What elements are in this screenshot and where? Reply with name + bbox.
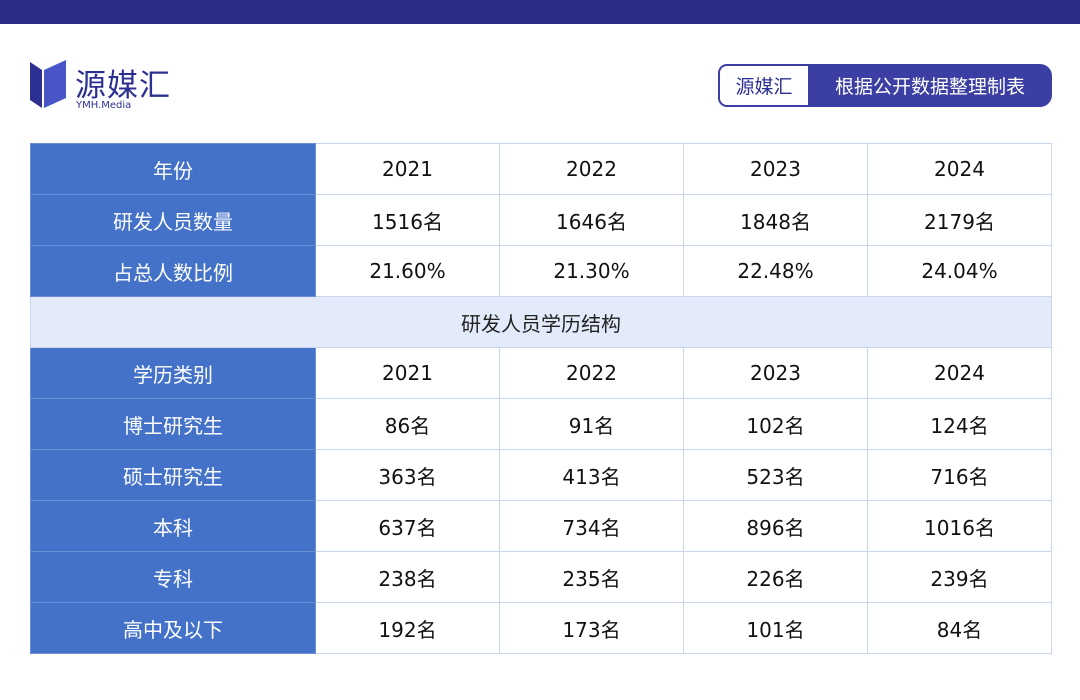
row-label: 学历类别 (30, 347, 316, 399)
table-cell: 637名 (315, 500, 500, 552)
year-cell: 2024 (867, 347, 1052, 399)
table-cell: 238名 (315, 551, 500, 603)
year-cell: 2023 (683, 143, 868, 195)
year-cell: 2023 (683, 347, 868, 399)
year-cell: 2024 (867, 143, 1052, 195)
table-header-row: 学历类别 2021 2022 2023 2024 (30, 347, 1052, 399)
table-cell: 101名 (683, 602, 868, 654)
table-row: 博士研究生 86名 91名 102名 124名 (30, 398, 1052, 450)
table-cell: 226名 (683, 551, 868, 603)
table-cell: 413名 (499, 449, 684, 501)
row-label: 专科 (30, 551, 316, 603)
source-tag: 源媒汇 根据公开数据整理制表 (718, 64, 1052, 107)
table-cell: 24.04% (867, 245, 1052, 297)
table-header-row: 年份 2021 2022 2023 2024 (30, 143, 1052, 195)
row-label: 占总人数比例 (30, 245, 316, 297)
year-cell: 2022 (499, 143, 684, 195)
table-cell: 22.48% (683, 245, 868, 297)
table-cell: 1016名 (867, 500, 1052, 552)
source-tag-note: 根据公开数据整理制表 (808, 64, 1052, 107)
row-label: 本科 (30, 500, 316, 552)
source-tag-brand: 源媒汇 (718, 64, 808, 107)
table-cell: 734名 (499, 500, 684, 552)
table-cell: 173名 (499, 602, 684, 654)
row-label: 高中及以下 (30, 602, 316, 654)
table-row: 高中及以下 192名 173名 101名 84名 (30, 602, 1052, 654)
row-label: 研发人员数量 (30, 194, 316, 246)
table-cell: 91名 (499, 398, 684, 450)
table-cell: 1848名 (683, 194, 868, 246)
table-cell: 716名 (867, 449, 1052, 501)
table-cell: 84名 (867, 602, 1052, 654)
year-cell: 2022 (499, 347, 684, 399)
table-cell: 102名 (683, 398, 868, 450)
table-cell: 21.60% (315, 245, 500, 297)
top-bar (0, 0, 1080, 24)
year-cell: 2021 (315, 347, 500, 399)
table-row: 专科 238名 235名 226名 239名 (30, 551, 1052, 603)
table-cell: 192名 (315, 602, 500, 654)
table-cell: 896名 (683, 500, 868, 552)
table-cell: 363名 (315, 449, 500, 501)
table-row: 硕士研究生 363名 413名 523名 716名 (30, 449, 1052, 501)
table-cell: 235名 (499, 551, 684, 603)
table-cell: 124名 (867, 398, 1052, 450)
rd-staff-table: 年份 2021 2022 2023 2024 研发人员数量 1516名 1646… (30, 143, 1052, 654)
row-label: 博士研究生 (30, 398, 316, 450)
table-cell: 2179名 (867, 194, 1052, 246)
row-label: 年份 (30, 143, 316, 195)
table-cell: 21.30% (499, 245, 684, 297)
year-cell: 2021 (315, 143, 500, 195)
table-cell: 1646名 (499, 194, 684, 246)
table-cell: 1516名 (315, 194, 500, 246)
brand-name: 源媒汇 (75, 68, 171, 104)
table-cell: 239名 (867, 551, 1052, 603)
table-row: 研发人员数量 1516名 1646名 1848名 2179名 (30, 194, 1052, 246)
section-title: 研发人员学历结构 (30, 296, 1052, 348)
section-row: 研发人员学历结构 (30, 296, 1052, 348)
table-row: 本科 637名 734名 896名 1016名 (30, 500, 1052, 552)
brand-mark-icon (30, 60, 66, 108)
brand-subtitle: YMH.Media (76, 100, 132, 111)
table-cell: 523名 (683, 449, 868, 501)
table-row: 占总人数比例 21.60% 21.30% 22.48% 24.04% (30, 245, 1052, 297)
row-label: 硕士研究生 (30, 449, 316, 501)
table-cell: 86名 (315, 398, 500, 450)
